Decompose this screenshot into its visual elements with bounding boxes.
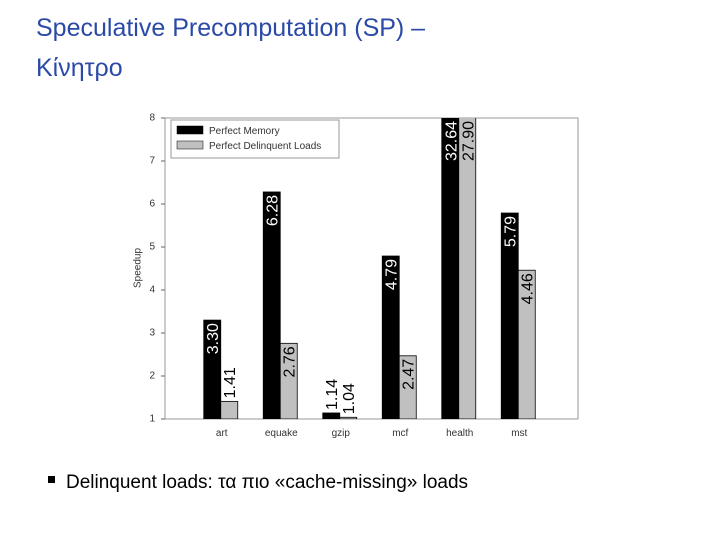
value-label: 5.79 [503,216,520,247]
plot-frame [164,117,579,420]
y-tick-label: 8 [149,113,155,124]
bar [279,342,298,419]
bar [220,400,239,419]
slide-title: Κίνητρο [36,54,123,82]
value-label: 2.76 [282,346,299,377]
y-tick-label: 4 [149,285,155,296]
value-label: 2.47 [401,359,418,390]
value-label: 32.64 [443,121,460,161]
y-tick-label: 3 [149,328,155,339]
bars [203,118,536,419]
x-tick-label: health [446,428,473,439]
value-label: 1.14 [324,379,341,410]
x-tick-label: mcf [392,428,408,439]
bullet-marker [48,476,55,483]
bar [322,412,341,419]
x-tick-label: mst [511,428,527,439]
value-label: 6.28 [265,195,282,226]
value-label: 1.41 [222,367,239,398]
y-tick-label: 2 [149,371,155,382]
y-axis-label: Speedup [133,248,144,288]
legend-label: Perfect Memory [209,126,280,137]
value-label: 3.30 [205,323,222,354]
bullet-text: Delinquent loads: τα πιο «cache-missing»… [66,472,468,493]
bar [262,191,281,419]
bar [381,255,400,419]
value-label: 1.04 [341,383,358,414]
y-tick-label: 5 [149,242,155,253]
bar [203,319,222,419]
bar [398,355,417,419]
legend-swatch [176,125,204,135]
y-tick-label: 1 [149,414,155,425]
bar [339,416,358,419]
y-tick-label: 6 [149,199,155,210]
x-tick-label: equake [265,428,298,439]
value-label: 4.79 [384,259,401,290]
value-label: 4.46 [520,273,537,304]
value-label: 27.90 [460,121,477,161]
x-tick-label: art [216,428,228,439]
x-tick-label: gzip [332,428,351,439]
slide-title: Speculative Precomputation (SP) – [36,14,425,42]
bar [441,118,460,419]
legend-label: Perfect Delinquent Loads [209,141,321,152]
legend-swatch [176,140,204,150]
bar [517,269,536,419]
y-tick-label: 7 [149,156,155,167]
bar [458,118,477,419]
